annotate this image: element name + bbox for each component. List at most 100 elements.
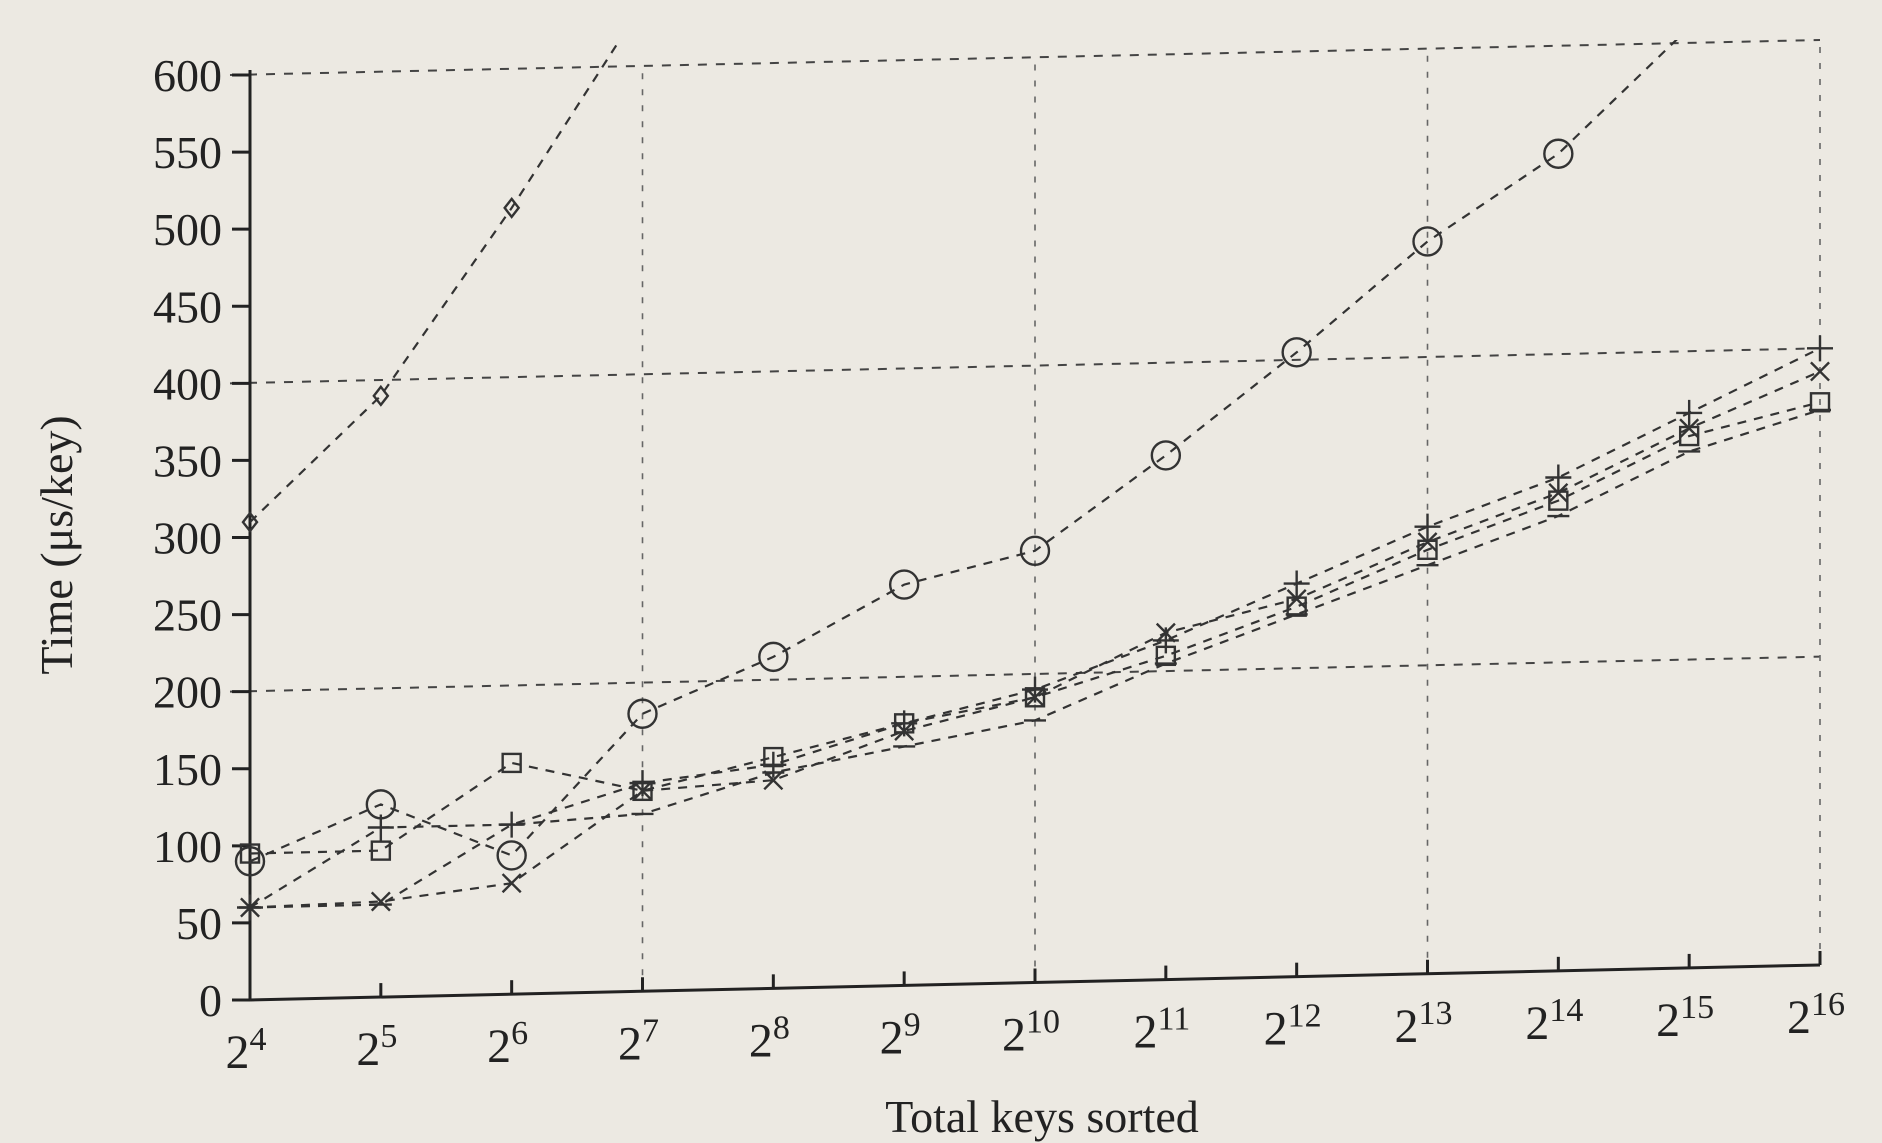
- marker-diamond: [241, 511, 259, 534]
- marker-circle: [1543, 138, 1574, 169]
- y-tick-label: 150: [153, 744, 222, 795]
- marker-plus: [891, 710, 918, 737]
- y-tick-label: 450: [153, 281, 222, 332]
- series-line: [249, 40, 622, 523]
- x-tick-label: 212: [1264, 998, 1322, 1056]
- y-tick-label: 50: [176, 898, 222, 949]
- x-tick-base: 2: [880, 1011, 904, 1064]
- y-tick-label: 100: [153, 821, 222, 872]
- x-tick-label: 29: [880, 1006, 921, 1064]
- x-tick-base: 2: [1264, 1003, 1288, 1056]
- y-tick-label: 200: [153, 667, 222, 718]
- series-diamond: [241, 40, 622, 534]
- marker-circle: [888, 569, 920, 600]
- marker-cross: [1679, 418, 1700, 439]
- marker-plus: [367, 814, 394, 841]
- marker-square: [239, 843, 261, 864]
- marker-diamond: [372, 384, 390, 407]
- marker-plus: [1676, 399, 1703, 426]
- gridline-h: [229, 347, 1821, 385]
- x-tick-base: 2: [1656, 994, 1680, 1047]
- marker-plus: [629, 770, 656, 797]
- x-tick-label: 25: [356, 1018, 397, 1076]
- x-tick-label: 216: [1787, 986, 1845, 1044]
- x-tick-base: 2: [356, 1023, 380, 1076]
- x-tick-base: 2: [1787, 991, 1811, 1044]
- y-tick-label: 500: [153, 204, 222, 255]
- marker-square: [501, 752, 522, 774]
- marker-square: [1809, 392, 1831, 413]
- y-axis-label: Time (μs/key): [31, 415, 82, 674]
- y-tick-label: 400: [153, 358, 222, 409]
- x-tick-base: 2: [749, 1014, 773, 1067]
- marker-cross: [501, 873, 522, 894]
- marker-circle: [758, 641, 789, 673]
- x-tick-base: 2: [1395, 1000, 1419, 1053]
- marker-cross: [1417, 532, 1438, 553]
- series-line: [249, 401, 1821, 855]
- x-tick-label: 213: [1395, 995, 1453, 1053]
- y-tick-label: 300: [153, 513, 222, 564]
- x-tick-base: 2: [1002, 1009, 1026, 1062]
- marker-diamond: [503, 196, 521, 219]
- marker-circle: [627, 698, 658, 729]
- x-tick-exponent: 15: [1680, 989, 1714, 1026]
- y-tick-labels: 0 50 100 150 200 250 300 350 400 450 500 550 600: [153, 50, 250, 1026]
- series-bar: [239, 408, 1831, 909]
- x-tick-label: 215: [1656, 989, 1714, 1047]
- x-axis-label: Total keys sorted: [885, 1091, 1199, 1142]
- x-tick-exponent: 10: [1026, 1004, 1060, 1041]
- y-tick-label: 350: [153, 435, 222, 486]
- x-tick-label: 210: [1002, 1004, 1060, 1062]
- y-tick-label: 250: [153, 590, 222, 641]
- x-tick-exponent: 5: [380, 1018, 397, 1055]
- x-tick-base: 2: [1525, 997, 1549, 1050]
- gridline-h: [229, 655, 1821, 693]
- x-tick-base: 2: [1133, 1006, 1157, 1059]
- series: [234, 40, 1833, 921]
- marker-plus: [1545, 464, 1572, 491]
- x-tick-exponent: 4: [250, 1021, 267, 1058]
- x-tick-label: 211: [1133, 1001, 1190, 1059]
- y-tick-label: 600: [153, 50, 222, 101]
- x-tick-exponent: 9: [904, 1006, 921, 1043]
- marker-plus: [1283, 570, 1310, 597]
- series-circle: [234, 40, 1678, 877]
- x-tick-exponent: 14: [1549, 992, 1583, 1029]
- marker-circle: [1019, 535, 1051, 567]
- x-tick-exponent: 7: [642, 1012, 659, 1049]
- gridlines: [229, 39, 1821, 992]
- marker-square: [370, 840, 392, 861]
- marker-circle: [1281, 337, 1312, 368]
- x-tick-label: 27: [618, 1012, 659, 1070]
- x-tick-exponent: 12: [1288, 998, 1322, 1035]
- marker-circle: [234, 846, 266, 877]
- marker-plus: [1414, 513, 1441, 540]
- series-line: [249, 40, 1678, 863]
- x-tick-label: 28: [749, 1009, 790, 1067]
- marker-circle: [1150, 440, 1182, 471]
- x-tick-base: 2: [487, 1020, 511, 1073]
- x-tick-label: 26: [487, 1015, 528, 1073]
- marker-circle: [1412, 226, 1443, 257]
- marker-cross: [1286, 589, 1307, 609]
- x-tick-labels: 24 25 26 27 28 29 210 211 212 213 214 215 216: [226, 951, 1845, 1079]
- marker-cross: [370, 891, 391, 912]
- x-tick-exponent: 13: [1419, 995, 1453, 1032]
- x-tick-exponent: 6: [511, 1015, 528, 1052]
- y-tick-label: 0: [199, 975, 222, 1026]
- marker-cross: [1810, 361, 1830, 382]
- x-tick-label: 214: [1525, 992, 1583, 1050]
- marker-plus: [1152, 627, 1179, 654]
- x-tick-base: 2: [226, 1026, 250, 1079]
- x-tick-exponent: 16: [1811, 986, 1845, 1023]
- marker-plus: [1807, 335, 1833, 362]
- x-tick-base: 2: [618, 1017, 642, 1070]
- marker-plus: [1022, 676, 1048, 703]
- marker-circle: [496, 840, 527, 871]
- gridline-h: [229, 39, 1821, 76]
- y-tick-label: 550: [153, 127, 222, 178]
- x-tick-label: 24: [226, 1021, 267, 1079]
- x-tick-exponent: 11: [1157, 1001, 1190, 1038]
